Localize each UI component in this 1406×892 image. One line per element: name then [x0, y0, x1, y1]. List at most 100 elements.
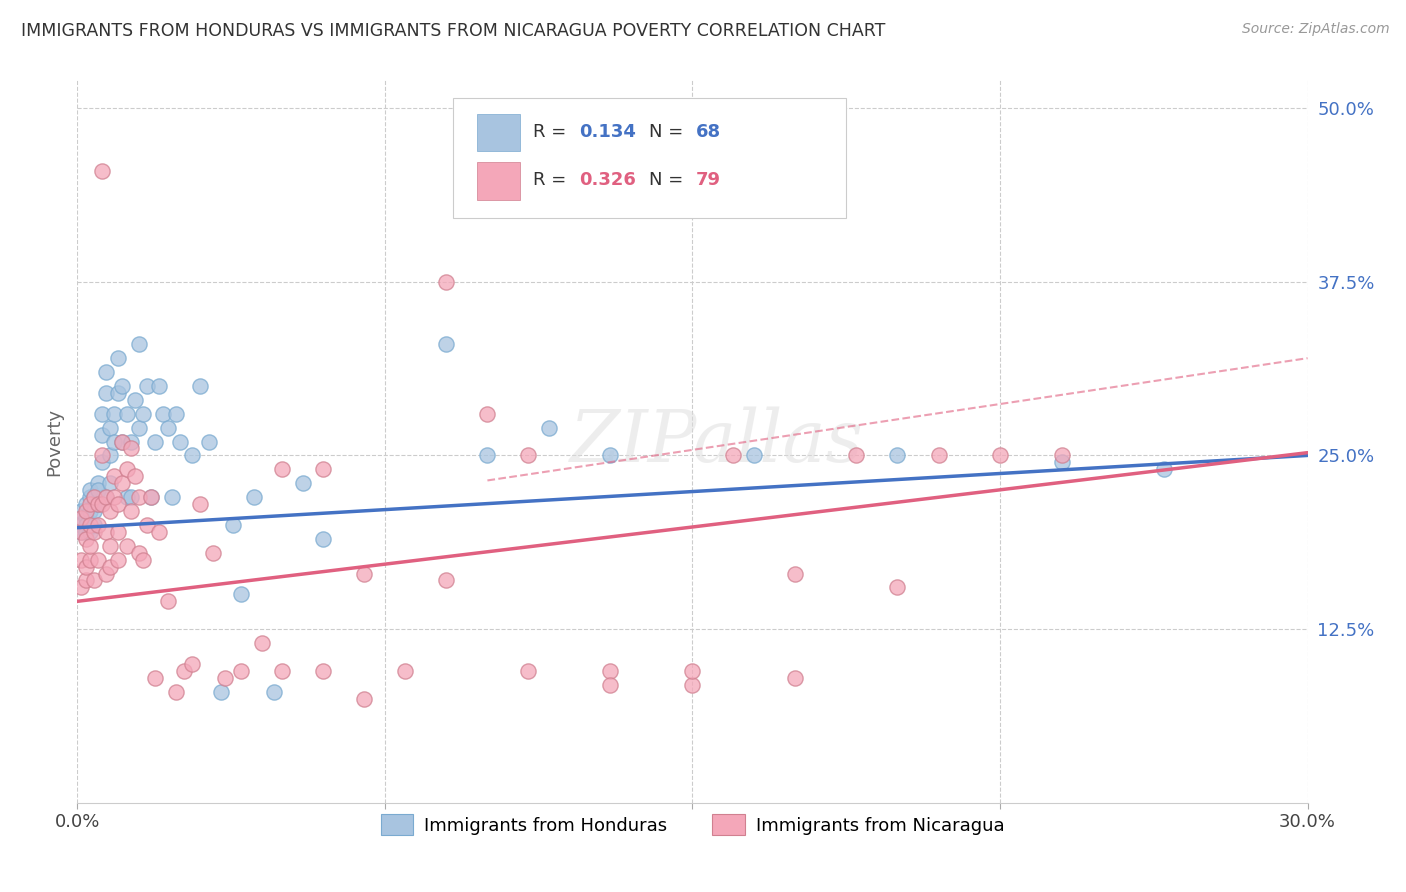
Point	[222, 517, 245, 532]
Point	[98, 476, 121, 491]
Point	[70, 581, 93, 595]
Point	[83, 574, 105, 588]
Point	[128, 337, 150, 351]
Point	[188, 379, 212, 393]
Point	[111, 379, 134, 393]
Point	[181, 657, 204, 671]
Point	[111, 434, 134, 449]
Point	[94, 385, 117, 400]
Point	[87, 476, 110, 491]
Text: 0.134: 0.134	[579, 123, 636, 141]
Point	[599, 449, 621, 463]
Point	[70, 504, 93, 518]
Point	[120, 442, 142, 456]
Point	[128, 546, 150, 560]
Point	[723, 449, 745, 463]
Point	[156, 594, 179, 608]
Point	[128, 490, 150, 504]
Point	[682, 664, 704, 678]
Point	[197, 434, 219, 449]
Point	[742, 449, 765, 463]
Point	[107, 524, 129, 539]
Point	[90, 497, 114, 511]
Point	[141, 490, 163, 504]
Point	[188, 497, 212, 511]
Point	[132, 552, 155, 566]
Point	[79, 490, 101, 504]
Point	[83, 490, 105, 504]
Point	[988, 449, 1011, 463]
Point	[1153, 462, 1175, 476]
Point	[537, 420, 560, 434]
Point	[886, 581, 908, 595]
Point	[94, 524, 117, 539]
Point	[75, 511, 97, 525]
Point	[94, 566, 117, 581]
FancyBboxPatch shape	[453, 98, 846, 218]
FancyBboxPatch shape	[477, 114, 520, 152]
Point	[83, 517, 105, 532]
Point	[94, 490, 117, 504]
Text: 79: 79	[696, 171, 721, 189]
Point	[87, 497, 110, 511]
Point	[165, 407, 187, 421]
Point	[98, 504, 121, 518]
Point	[83, 490, 105, 504]
Point	[70, 524, 93, 539]
Point	[517, 449, 540, 463]
Point	[682, 678, 704, 692]
Point	[79, 524, 101, 539]
Point	[136, 517, 159, 532]
Text: IMMIGRANTS FROM HONDURAS VS IMMIGRANTS FROM NICARAGUA POVERTY CORRELATION CHART: IMMIGRANTS FROM HONDURAS VS IMMIGRANTS F…	[21, 22, 886, 40]
Point	[75, 532, 97, 546]
Point	[75, 574, 97, 588]
Point	[103, 434, 125, 449]
Point	[120, 504, 142, 518]
Point	[124, 392, 146, 407]
Point	[353, 566, 375, 581]
Point	[98, 559, 121, 574]
Point	[165, 684, 187, 698]
Point	[79, 483, 101, 498]
Point	[79, 539, 101, 553]
Point	[94, 365, 117, 379]
Point	[115, 490, 138, 504]
Point	[148, 379, 170, 393]
Legend: Immigrants from Honduras, Immigrants from Nicaragua: Immigrants from Honduras, Immigrants fro…	[371, 805, 1014, 845]
Point	[263, 684, 285, 698]
Point	[152, 407, 174, 421]
Point	[79, 504, 101, 518]
Point	[436, 275, 458, 289]
Point	[353, 691, 375, 706]
Point	[75, 524, 97, 539]
Point	[124, 469, 146, 483]
Point	[75, 559, 97, 574]
Text: 68: 68	[696, 123, 721, 141]
Point	[141, 490, 163, 504]
Point	[79, 552, 101, 566]
Text: R =: R =	[533, 171, 571, 189]
Point	[173, 664, 195, 678]
Point	[783, 566, 806, 581]
Point	[156, 420, 179, 434]
Point	[209, 684, 232, 698]
Point	[231, 587, 253, 601]
Point	[107, 552, 129, 566]
Point	[201, 546, 224, 560]
Point	[477, 407, 499, 421]
Point	[90, 455, 114, 469]
Point	[90, 449, 114, 463]
Point	[98, 420, 121, 434]
Point	[87, 497, 110, 511]
Point	[103, 490, 125, 504]
Point	[143, 434, 166, 449]
Point	[1050, 449, 1073, 463]
Point	[132, 407, 155, 421]
Point	[70, 511, 93, 525]
Point	[214, 671, 236, 685]
Point	[115, 539, 138, 553]
Point	[90, 407, 114, 421]
FancyBboxPatch shape	[477, 162, 520, 200]
Point	[148, 524, 170, 539]
Point	[70, 524, 93, 539]
